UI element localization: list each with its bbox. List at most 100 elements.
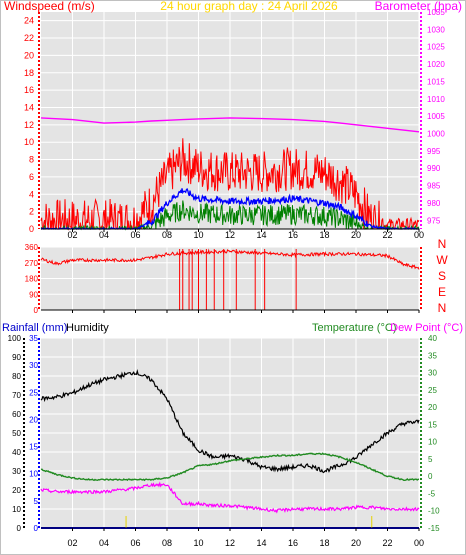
- dewpoint-axis-label: Dew Point (°C): [390, 322, 463, 334]
- rain-ytick-label: 15: [29, 443, 38, 452]
- humidity-ytick-label: 50: [12, 429, 21, 438]
- wind-xtick-label: 10: [193, 230, 203, 240]
- wind-ytick-label: 0: [29, 224, 34, 234]
- rain-ytick-label: 30: [29, 361, 38, 370]
- baro-ytick-label: 1010: [427, 95, 445, 104]
- temp-ytick-label: 0: [428, 472, 433, 481]
- baro-ytick-label: 1020: [427, 60, 445, 69]
- humidity-ytick-label: 70: [12, 391, 21, 400]
- temp-xtick-label: 02: [67, 538, 77, 548]
- direction-label-n-top: N: [438, 237, 447, 251]
- wind-xtick-label: 08: [162, 230, 172, 240]
- baro-ytick-label: 975: [427, 216, 441, 225]
- wind-direction-line: [40, 248, 420, 270]
- direction-label-w: W: [436, 253, 448, 267]
- temp-ytick-label: -10: [428, 507, 440, 516]
- rain-ytick-label: 0: [34, 524, 39, 533]
- temp-ytick-label: 15: [428, 420, 437, 429]
- baro-ytick-label: 995: [427, 147, 441, 156]
- wind-ytick-label: 18: [24, 68, 34, 78]
- wind-gust-line: [40, 138, 420, 231]
- baro-ytick-label: 990: [427, 164, 441, 173]
- humidity-line: [40, 368, 420, 474]
- temp-ytick-label: 5: [428, 455, 433, 464]
- wind-xtick-label: 00: [414, 230, 424, 240]
- humidity-ytick-label: 80: [12, 372, 21, 381]
- humidity-ytick-label: 40: [12, 448, 21, 457]
- temp-xtick-label: 10: [193, 538, 203, 548]
- temp-ytick-label: 20: [428, 403, 437, 412]
- rain-ytick-label: 25: [29, 388, 38, 397]
- baro-ytick-label: 1025: [427, 43, 445, 52]
- temperature-line: [40, 452, 420, 482]
- wind-ytick-label: 20: [24, 50, 34, 60]
- baro-ytick-label: 1030: [427, 25, 445, 34]
- dir-ytick-label: 270: [25, 259, 39, 268]
- humidity-ytick-label: 60: [12, 410, 21, 419]
- temp-ytick-label: 35: [428, 351, 437, 360]
- dir-ytick-label: 360: [25, 243, 39, 252]
- baro-ytick-label: 1015: [427, 77, 445, 86]
- humidity-ytick-label: 20: [12, 486, 21, 495]
- axes-layer: 0246810121416182022249759809859909951000…: [8, 8, 446, 548]
- wind-xtick-label: 22: [382, 230, 392, 240]
- wind-ytick-label: 6: [29, 172, 34, 182]
- baro-ytick-label: 1005: [427, 112, 445, 121]
- direction-label-e: E: [438, 285, 446, 299]
- temp-ytick-label: -15: [428, 524, 440, 533]
- wind-ytick-label: 4: [29, 189, 34, 199]
- temp-xtick-label: 08: [162, 538, 172, 548]
- wind-xtick-label: 02: [67, 230, 77, 240]
- humidity-ytick-label: 0: [17, 524, 22, 533]
- dewpoint-line: [40, 481, 420, 514]
- humidity-ytick-label: 100: [8, 334, 22, 343]
- temp-xtick-label: 00: [414, 538, 424, 548]
- wind-ytick-label: 14: [24, 102, 34, 112]
- barometer-line: [40, 117, 420, 133]
- temp-xtick-label: 16: [288, 538, 298, 548]
- temp-xtick-label: 18: [319, 538, 329, 548]
- wind-ytick-label: 16: [24, 85, 34, 95]
- dir-ytick-label: 180: [25, 275, 39, 284]
- temp-ytick-label: 40: [428, 334, 437, 343]
- wind-ytick-label: 10: [24, 137, 34, 147]
- humidity-ytick-label: 30: [12, 467, 21, 476]
- temp-ytick-label: -5: [428, 489, 436, 498]
- baro-ytick-label: 1035: [427, 8, 445, 17]
- rain-ytick-label: 10: [29, 470, 38, 479]
- windspeed-axis-label: Windspeed (m/s): [4, 0, 95, 13]
- wind-xtick-label: 16: [288, 230, 298, 240]
- temp-ytick-label: 25: [428, 386, 437, 395]
- temp-xtick-label: 22: [382, 538, 392, 548]
- humidity-axis-label: Humidity: [66, 322, 109, 334]
- rainfall-axis-label: Rainfall (mm): [2, 322, 67, 334]
- wind-xtick-label: 06: [130, 230, 140, 240]
- baro-ytick-label: 985: [427, 182, 441, 191]
- baro-ytick-label: 980: [427, 199, 441, 208]
- wind-ytick-label: 2: [29, 207, 34, 217]
- direction-label-n-bottom: N: [438, 301, 447, 315]
- temp-xtick-label: 14: [256, 538, 266, 548]
- humidity-ytick-label: 10: [12, 505, 21, 514]
- direction-label-s: S: [438, 269, 446, 283]
- rain-ytick-label: 35: [29, 334, 38, 343]
- temp-ytick-label: 30: [428, 369, 437, 378]
- temp-xtick-label: 06: [130, 538, 140, 548]
- temp-xtick-label: 04: [99, 538, 109, 548]
- wind-ytick-label: 22: [24, 33, 34, 43]
- rain-ytick-label: 5: [34, 497, 39, 506]
- dir-ytick-label: 0: [34, 306, 39, 315]
- wind-ytick-label: 8: [29, 155, 34, 165]
- humidity-ytick-label: 90: [12, 353, 21, 362]
- temperature-axis-label: Temperature (°C): [312, 322, 396, 334]
- temp-ytick-label: 10: [428, 438, 437, 447]
- dir-ytick-label: 90: [29, 290, 38, 299]
- wind-xtick-label: 12: [225, 230, 235, 240]
- temp-xtick-label: 12: [225, 538, 235, 548]
- barometer-axis-label: Barometer (hpa): [375, 0, 462, 13]
- wind-ytick-label: 12: [24, 120, 34, 130]
- wind-ytick-label: 24: [24, 16, 34, 26]
- temp-xtick-label: 20: [351, 538, 361, 548]
